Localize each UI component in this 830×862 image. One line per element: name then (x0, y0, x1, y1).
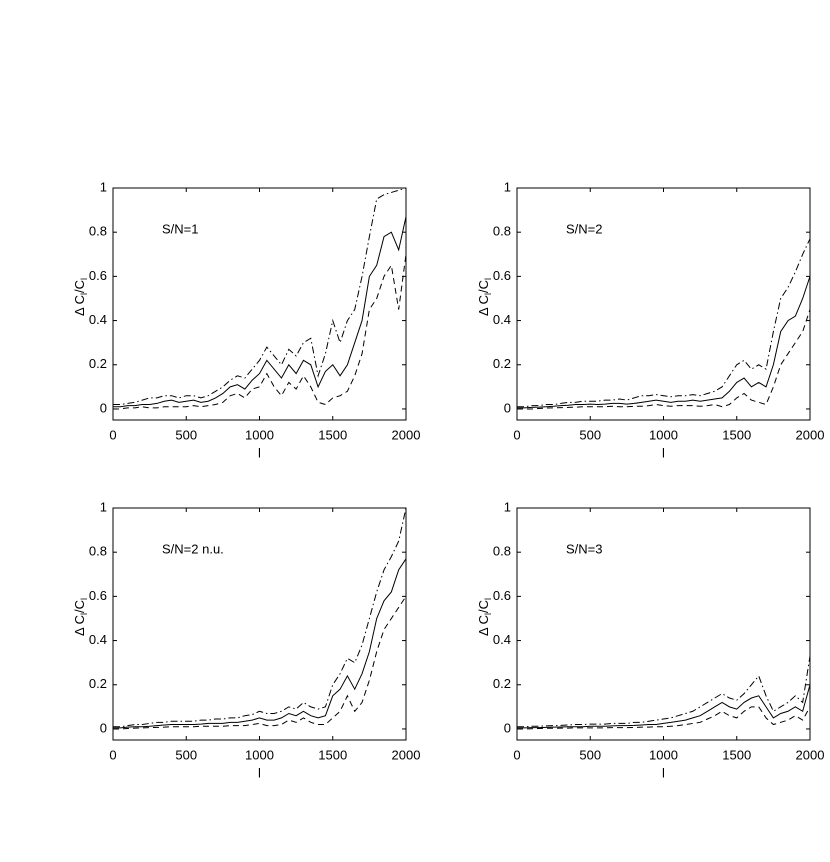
data-line (113, 187, 407, 406)
y-tick-label: 0.8 (493, 224, 511, 239)
axes-box (516, 187, 811, 421)
y-tick-label: 0.8 (493, 544, 511, 559)
x-axis-label: l (662, 765, 665, 780)
x-tick-label: 0 (109, 427, 116, 442)
y-tick-label: 0 (100, 720, 107, 735)
y-axis-label-part: /C (476, 280, 491, 293)
data-line (113, 558, 407, 729)
subplot: 0 500 1000 1500 2000 0 0.2 0.4 0.6 0.8 1 S/N=2 n.u.… (72, 499, 420, 780)
y-tick-label: 0.4 (493, 632, 511, 647)
y-axis-label-part: l (79, 598, 89, 600)
data-line (113, 596, 407, 730)
axes-box (516, 507, 811, 741)
y-axis-label-part: l (79, 293, 89, 295)
x-tick-label: 500 (175, 747, 197, 762)
x-tick-label: 1500 (722, 427, 751, 442)
data-line (113, 216, 407, 408)
y-tick-label: 0.2 (493, 676, 511, 691)
x-tick-label: 0 (109, 747, 116, 762)
y-axis-label-part: Δ C (72, 295, 87, 316)
y-tick-label: 0.8 (89, 544, 107, 559)
y-tick-label: 0.2 (89, 356, 107, 371)
annotation: S/N=2 (566, 221, 603, 236)
x-tick-label: 2000 (796, 427, 825, 442)
x-tick-label: 1500 (722, 747, 751, 762)
y-tick-label: 1 (504, 499, 511, 514)
annotation: S/N=2 n.u. (162, 541, 224, 556)
y-tick-label: 0.4 (493, 312, 511, 327)
data-line (517, 706, 811, 730)
y-tick-label: 0.4 (89, 632, 107, 647)
y-axis-label-part: Δ C (476, 615, 491, 636)
x-tick-label: 0 (513, 427, 520, 442)
y-tick-label: 1 (100, 179, 107, 194)
y-axis-label-part: l (483, 278, 493, 280)
x-tick-label: 1000 (245, 427, 274, 442)
x-tick-label: 1500 (318, 747, 347, 762)
y-axis-label-part: /C (72, 280, 87, 293)
data-line (113, 507, 407, 728)
y-tick-label: 0.6 (493, 268, 511, 283)
y-axis-label-part: Δ C (476, 295, 491, 316)
x-axis-label: l (258, 765, 261, 780)
axes-box (112, 507, 407, 741)
annotation: S/N=3 (566, 541, 603, 556)
y-tick-label: 0.6 (89, 588, 107, 603)
x-tick-label: 1500 (318, 427, 347, 442)
y-tick-label: 0 (100, 400, 107, 415)
y-axis-label: Δ Cl/Cl (72, 278, 89, 316)
x-axis-label: l (258, 445, 261, 460)
y-tick-label: 0.2 (89, 676, 107, 691)
axes-box (112, 187, 407, 421)
y-axis-label: Δ Cl/Cl (72, 598, 89, 636)
x-tick-label: 500 (175, 427, 197, 442)
y-tick-label: 0.6 (493, 588, 511, 603)
x-tick-label: 2000 (392, 747, 421, 762)
y-tick-label: 0.8 (89, 224, 107, 239)
y-tick-label: 0.6 (89, 268, 107, 283)
y-tick-label: 1 (504, 179, 511, 194)
y-tick-label: 1 (100, 499, 107, 514)
data-line (517, 684, 811, 729)
data-line (517, 276, 811, 409)
x-tick-label: 2000 (392, 427, 421, 442)
y-axis-label-part: l (79, 278, 89, 280)
y-axis-label-part: /C (72, 600, 87, 613)
annotation: S/N=1 (162, 221, 199, 236)
x-tick-label: 1000 (649, 747, 678, 762)
data-line (517, 238, 811, 408)
y-axis-label-part: Δ C (72, 615, 87, 636)
x-tick-label: 1000 (649, 427, 678, 442)
x-tick-label: 500 (579, 747, 601, 762)
x-axis-label: l (662, 445, 665, 460)
x-tick-label: 0 (513, 747, 520, 762)
y-axis-label: Δ Cl/Cl (476, 278, 493, 316)
y-axis-label-part: l (483, 293, 493, 295)
x-tick-label: 1000 (245, 747, 274, 762)
y-axis-label-part: /C (476, 600, 491, 613)
y-axis-label: Δ Cl/Cl (476, 598, 493, 636)
y-axis-label-part: l (483, 598, 493, 600)
data-line (517, 309, 811, 410)
y-tick-label: 0.2 (493, 356, 511, 371)
x-tick-label: 500 (579, 427, 601, 442)
y-tick-label: 0 (504, 400, 511, 415)
y-axis-label-part: l (483, 613, 493, 615)
data-line (517, 655, 811, 728)
y-axis-label-part: l (79, 613, 89, 615)
y-tick-label: 0 (504, 720, 511, 735)
x-tick-label: 2000 (796, 747, 825, 762)
y-tick-label: 0.4 (89, 312, 107, 327)
